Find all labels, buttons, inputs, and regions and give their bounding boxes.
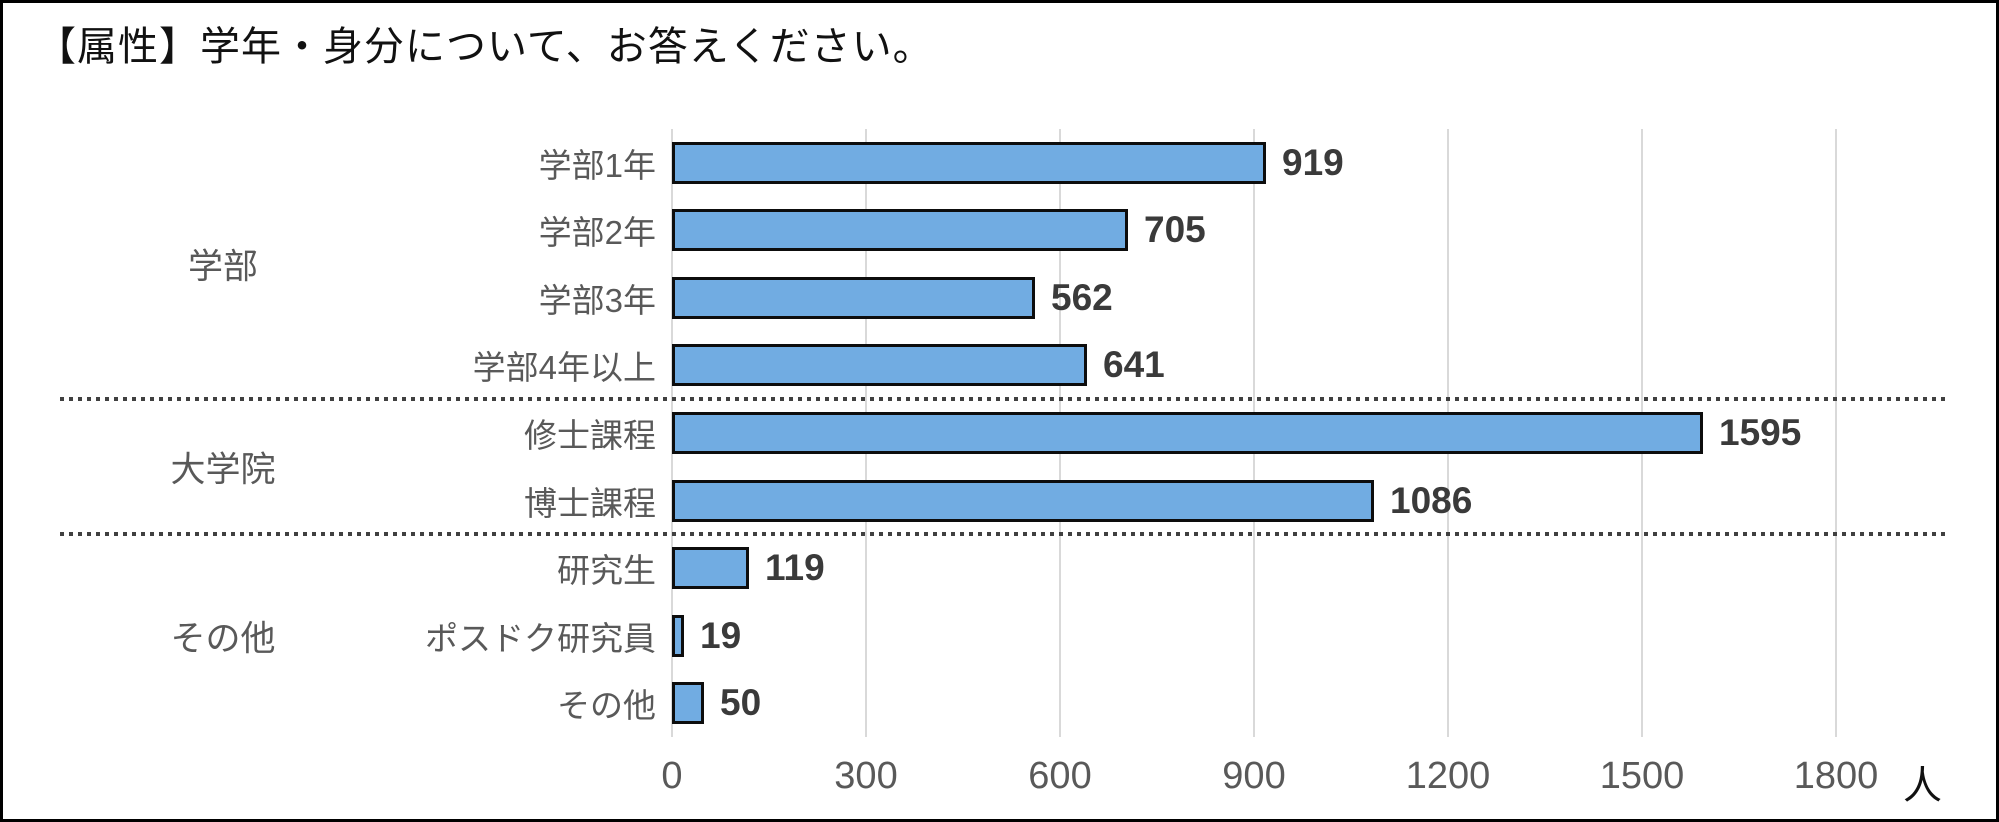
bar-value: 119 [765, 547, 825, 589]
category-label: その他 [557, 687, 656, 725]
axis-unit-label: 人 [1903, 765, 1943, 808]
bar-value: 562 [1051, 276, 1113, 318]
category-label: 学部4年以上 [472, 349, 656, 387]
bar [672, 479, 1374, 522]
bar [672, 412, 1703, 454]
axis-tick-label: 1200 [1405, 755, 1491, 797]
bar [672, 141, 1266, 184]
group-separator [60, 397, 1946, 402]
gridline [1835, 129, 1837, 737]
bar-value: 50 [720, 682, 762, 724]
bar [672, 344, 1087, 387]
bar-value: 705 [1144, 209, 1206, 251]
axis-tick-label: 300 [834, 755, 898, 797]
bar-value: 1086 [1390, 479, 1473, 521]
bar [672, 547, 749, 590]
bar-value: 919 [1282, 141, 1344, 183]
category-label: 学部2年 [538, 214, 656, 252]
category-label: ポスドク研究員 [425, 619, 656, 657]
group-separator [60, 532, 1946, 537]
group-label: その他 [170, 619, 276, 659]
chart-title: 【属性】学年・身分について、お答えください。 [36, 25, 934, 69]
bar-value: 641 [1103, 344, 1165, 386]
axis-tick-label: 1800 [1793, 755, 1879, 797]
bar [672, 614, 684, 657]
axis-tick-label: 0 [661, 755, 683, 797]
group-label: 大学院 [170, 450, 276, 490]
bar [672, 209, 1128, 252]
group-label: 学部 [187, 247, 258, 287]
category-label: 研究生 [557, 552, 656, 590]
axis-tick-label: 1500 [1599, 755, 1685, 797]
axis-tick-label: 600 [1028, 755, 1092, 797]
bar-value: 19 [700, 614, 742, 656]
bar [672, 682, 704, 725]
category-label: 学部3年 [538, 281, 656, 319]
bar [672, 276, 1035, 319]
category-label: 学部1年 [538, 146, 656, 184]
axis-tick-label: 900 [1222, 755, 1286, 797]
category-label: 修士課程 [524, 417, 656, 454]
bar-value: 1595 [1719, 412, 1802, 453]
category-label: 博士課程 [524, 484, 656, 522]
